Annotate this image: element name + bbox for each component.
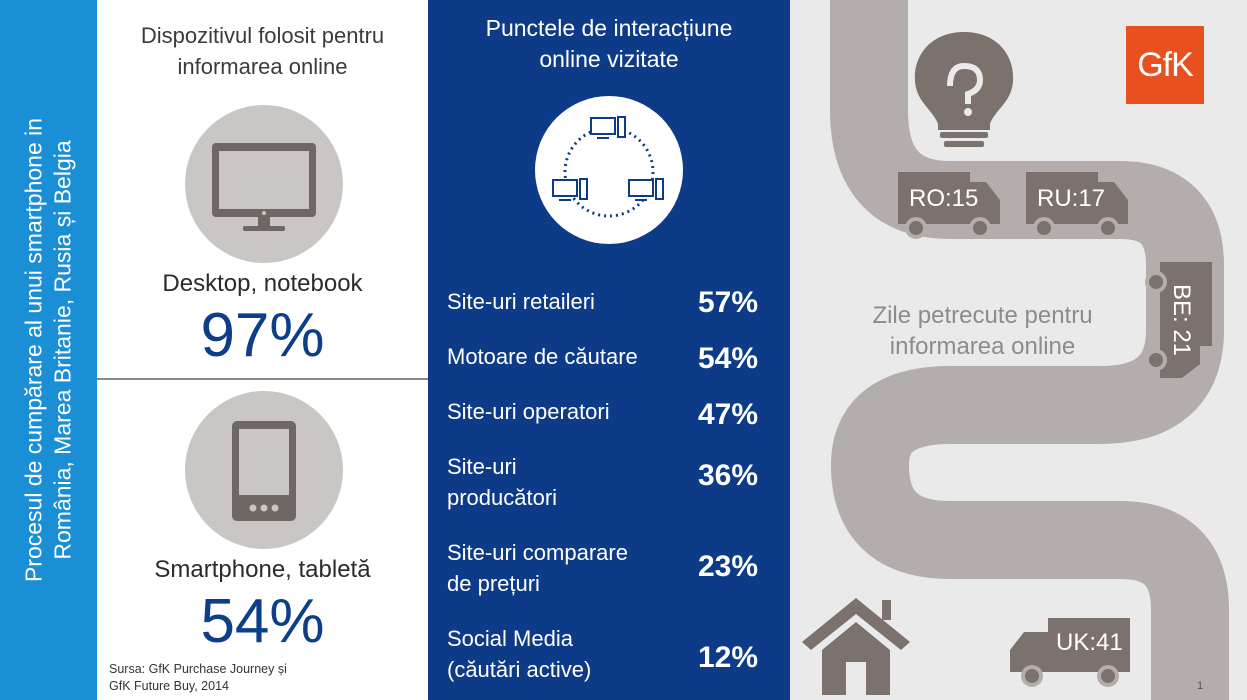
road-panel: GfK RO:15 RU:17 BE: 21 UK:41 Zile petrec… [790,0,1247,700]
devices-heading: Dispozitivul folosit pentru informarea o… [97,20,428,82]
page-number: 1 [1197,680,1204,692]
touchpoint-label-social-media: Social Media (căutări active) [447,623,591,685]
desktop-label: Desktop, notebook [162,270,363,297]
touchpoint-pct-social-media: 12% [697,641,758,674]
touchpoint-label-operators-text: Site-uri operatori [447,399,610,424]
devices-heading-line-1: Dispozitivul folosit pentru [140,23,385,48]
touchpoint-label-manufacturers-line-1: Site-uri [447,454,517,479]
touchpoint-label-manufacturers-line-2: producători [447,485,558,510]
devices-heading-line-2: informarea online [177,54,348,79]
desktop-value: 97% [200,301,325,370]
touchpoint-pct-manufacturers: 36% [697,459,758,492]
tablet-icon-circle [185,391,343,549]
touchpoint-label-operators: Site-uri operatori [447,396,610,427]
touchpoint-pct-price-comparison: 23% [697,550,758,583]
side-title: Procesul de cumpărare al unui smartphone… [0,30,97,670]
source-line-1: Sursa: GfK Purchase Journey și [109,662,287,676]
truck-label-ru: RU:17 [1037,185,1106,212]
touchpoint-label-search-text: Motoare de căutare [447,344,638,369]
truck-icon-uk [1010,618,1130,687]
desktop-monitor-icon [212,143,316,231]
side-title-line-1: Procesul de cumpărare al unui smartphone… [20,117,46,583]
touchpoints-heading-line-1: Punctele de interacțiune [485,15,733,41]
truck-icon-be [1145,262,1212,378]
truck-icon-ro [898,172,1000,239]
touchpoint-label-retailers: Site-uri retaileri [447,286,595,317]
touchpoint-label-retailers-text: Site-uri retaileri [447,289,595,314]
touchpoint-label-price-comparison-line-1: Site-uri comparare [447,540,628,565]
touchpoint-label-social-media-line-2: (căutări active) [447,657,592,682]
network-icon-circle [535,96,683,244]
days-spent-line-2: informarea online [889,333,1076,360]
days-spent-text: Zile petrecute pentru informarea online [850,300,1115,362]
touchpoints-heading-line-2: online vizitate [539,46,679,72]
touchpoint-label-price-comparison-line-2: de prețuri [447,571,540,596]
devices-panel: Dispozitivul folosit pentru informarea o… [97,0,428,700]
truck-label-uk: UK:41 [1056,629,1123,656]
source-line-2: GfK Future Buy, 2014 [109,679,229,693]
devices-divider [97,378,428,380]
tablet-icon [232,421,296,521]
gfk-logo: GfK [1126,26,1204,104]
truck-label-ro: RO:15 [909,185,979,212]
touchpoint-pct-retailers: 57% [697,286,758,319]
touchpoint-pct-search: 54% [697,342,758,375]
truck-label-be: BE: 21 [1168,283,1196,357]
touchpoint-label-search: Motoare de căutare [447,341,638,372]
touchpoint-label-social-media-line-1: Social Media [447,626,573,651]
mobile-value: 54% [200,587,325,656]
lightbulb-question-icon [914,32,1014,147]
side-title-band: Procesul de cumpărare al unui smartphone… [0,0,97,700]
touchpoint-label-manufacturers: Site-uri producători [447,451,557,513]
truck-icon-ru [1026,172,1128,239]
touchpoint-pct-operators: 47% [697,398,758,431]
touchpoint-label-price-comparison: Site-uri comparare de prețuri [447,537,628,599]
desktop-icon-circle [185,105,343,263]
mobile-label: Smartphone, tabletă [154,556,371,583]
house-icon [802,598,910,695]
winding-road [802,0,1229,700]
source-note: Sursa: GfK Purchase Journey și GfK Futur… [109,661,287,695]
network-computers-icon [552,116,664,218]
days-spent-line-1: Zile petrecute pentru [872,302,1093,329]
side-title-line-2: România, Marea Britanie, Rusia și Belgia [49,140,75,560]
touchpoints-heading: Punctele de interacțiune online vizitate [428,13,790,75]
touchpoints-panel: Punctele de interacțiune online vizitate… [428,0,790,700]
